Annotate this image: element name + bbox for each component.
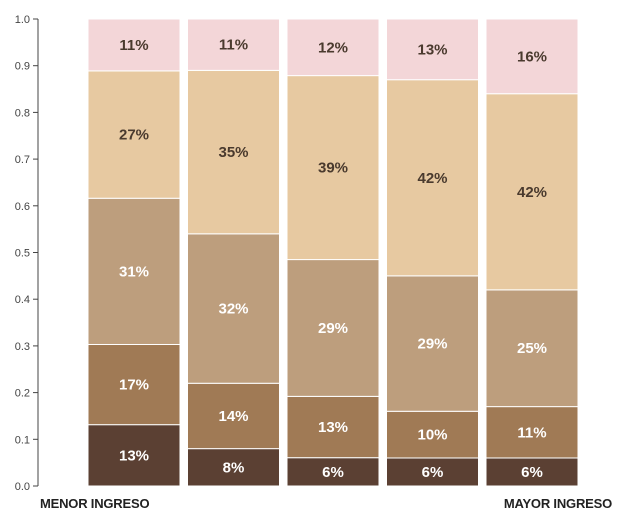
bar-segment: [386, 457, 479, 487]
bar-segment-label: 29%: [318, 320, 348, 337]
bar-segment-label: 31%: [119, 263, 149, 280]
bar-segment: [386, 275, 479, 412]
bar-segment-label: 6%: [521, 464, 543, 481]
bar-segment: [286, 259, 380, 397]
bar-segment: [187, 382, 280, 450]
bar-segment: [187, 233, 280, 384]
highest-income-label: MAYOR INGRESO: [503, 496, 612, 511]
bar-segment-label: 12%: [318, 39, 348, 56]
bar-segment-label: 13%: [318, 419, 348, 436]
y-tick-label: 0.4: [15, 294, 30, 306]
bar-segment: [386, 18, 479, 81]
bar-segment: [87, 424, 181, 487]
bar-segment-label: 32%: [218, 301, 248, 318]
y-tick-label: 0.0: [15, 481, 30, 493]
bar-segment: [87, 343, 181, 426]
y-tick-label: 0.1: [15, 434, 30, 446]
bar-segment-label: 42%: [517, 184, 547, 201]
bar-segment: [485, 406, 579, 459]
bar-segment: [386, 79, 479, 277]
bar-segment-label: 17%: [119, 377, 149, 394]
bar-segment-label: 13%: [119, 447, 149, 464]
y-axis: 0.0 0.1 0.2 0.3 0.4 0.5 0.6 0.7 0.8 0.9 1.0: [15, 14, 39, 493]
bar-segment-label: 39%: [318, 160, 348, 177]
bar-segment-label: 13%: [417, 41, 447, 58]
y-tick-label: 0.5: [15, 248, 30, 260]
bar-segment-label: 35%: [218, 144, 248, 161]
bar-segment-label: 11%: [517, 424, 546, 441]
bar-segment: [286, 395, 380, 459]
bar-segment: [286, 18, 380, 77]
y-tick-label: 0.2: [15, 388, 30, 400]
bar-segment-label: 42%: [417, 170, 447, 187]
bar-segment: [485, 289, 579, 408]
bar-segment-label: 11%: [219, 37, 248, 54]
bar-segment-label: 25%: [517, 340, 547, 357]
bar-segment-label: 10%: [417, 427, 447, 444]
bar-segment: [485, 18, 579, 95]
y-tick-label: 0.6: [15, 201, 30, 213]
bar-segment: [386, 410, 479, 459]
bar-segment: [286, 75, 380, 261]
bar-segment: [87, 18, 181, 72]
bar-segment-label: 11%: [119, 37, 148, 54]
bar-segment-label: 14%: [218, 408, 248, 425]
bar-segment: [485, 93, 579, 291]
y-tick-label: 1.0: [15, 14, 30, 26]
bar-segment-label: 6%: [422, 464, 444, 481]
y-tick-label: 0.3: [15, 341, 30, 353]
bar-segment-label: 8%: [223, 459, 245, 476]
y-tick-label: 0.7: [15, 154, 30, 166]
bar-segment: [286, 457, 380, 487]
bar-segment: [187, 18, 280, 71]
bar-segment-label: 29%: [417, 336, 447, 353]
y-tick-label: 0.9: [15, 61, 30, 73]
bar-segment-label: 6%: [322, 464, 344, 481]
bar-segment: [485, 457, 579, 487]
bar-segment: [187, 448, 280, 487]
bar-segment-label: 16%: [517, 48, 547, 65]
bar-segment-label: 27%: [119, 127, 149, 144]
lowest-income-label: MENOR INGRESO: [40, 496, 150, 511]
bars: 13% 17% 31% 27% 11% 8% 14% 32% 35% 11% 6% 13% 29% 39%…: [87, 18, 579, 487]
y-tick-label: 0.8: [15, 107, 30, 119]
